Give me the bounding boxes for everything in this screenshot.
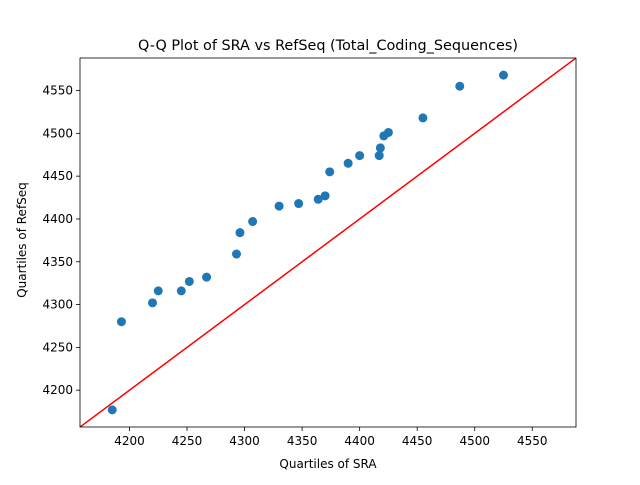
data-point <box>455 81 465 91</box>
plot-area: 4200 4250 4300 4350 4400 4450 4500 4550 4200 4250… <box>42 57 577 448</box>
x-tick-label: 4450 <box>402 434 433 448</box>
y-tick-label: 4350 <box>42 255 73 269</box>
x-tick-label: 4550 <box>517 434 548 448</box>
data-point <box>383 127 393 137</box>
data-point <box>248 217 258 227</box>
data-point <box>235 228 245 238</box>
data-point <box>153 286 163 296</box>
reference-line <box>80 58 576 427</box>
x-tick-label: 4350 <box>287 434 318 448</box>
y-tick-label: 4500 <box>42 126 73 140</box>
data-point <box>202 272 212 282</box>
chart-title: Q-Q Plot of SRA vs RefSeq (Total_Coding_… <box>138 38 518 54</box>
data-point <box>232 249 242 259</box>
axes-frame <box>79 57 577 428</box>
y-tick-label: 4550 <box>42 84 73 98</box>
x-tick-label: 4500 <box>459 434 490 448</box>
data-point <box>355 151 365 161</box>
x-tick-label: 4250 <box>172 434 203 448</box>
y-tick-label: 4300 <box>42 298 73 312</box>
data-point <box>107 405 117 415</box>
data-point <box>343 158 353 168</box>
data-point <box>116 317 126 327</box>
data-point <box>498 70 508 80</box>
x-axis-label: Quartiles of SRA <box>279 457 377 471</box>
data-point <box>418 113 428 123</box>
data-point <box>374 151 384 161</box>
data-point <box>184 276 194 286</box>
data-point <box>176 286 186 296</box>
y-tick-label: 4200 <box>42 383 73 397</box>
data-point <box>320 191 330 201</box>
y-axis-label: Quartiles of RefSeq <box>15 182 29 298</box>
x-tick-label: 4400 <box>344 434 375 448</box>
data-point <box>294 199 304 209</box>
y-tick-label: 4400 <box>42 212 73 226</box>
y-tick-label: 4450 <box>42 169 73 183</box>
data-point <box>375 143 385 153</box>
data-point <box>313 194 323 204</box>
x-tick-label: 4200 <box>114 434 145 448</box>
data-point <box>325 167 335 177</box>
y-tick-label: 4250 <box>42 340 73 354</box>
data-point <box>274 201 284 211</box>
data-point <box>148 298 158 308</box>
x-tick-label: 4300 <box>229 434 260 448</box>
